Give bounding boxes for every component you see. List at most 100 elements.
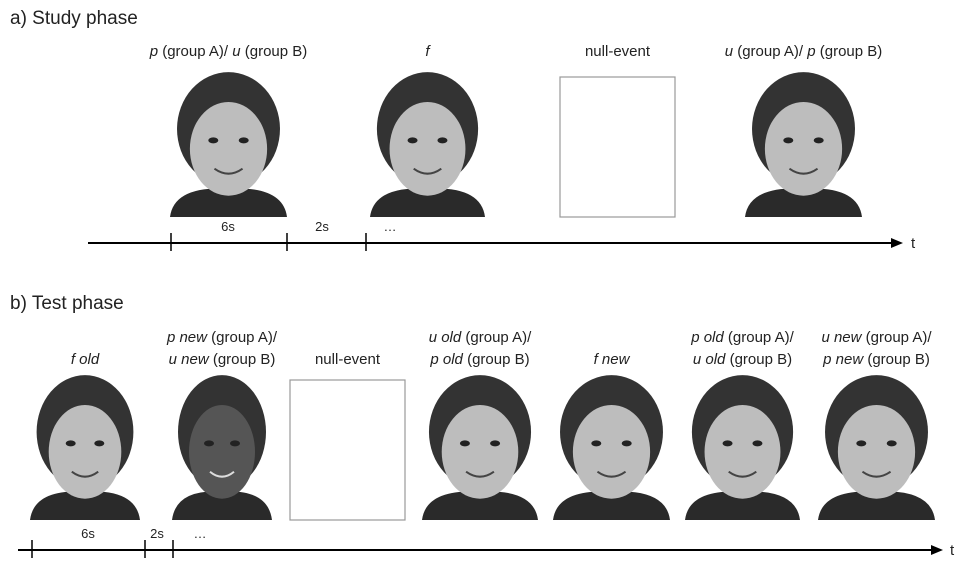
label-part: p	[149, 43, 158, 60]
face-photo	[170, 72, 287, 217]
eye	[65, 440, 76, 447]
skin	[389, 101, 466, 196]
label-part: (group A)/	[861, 329, 932, 346]
skin	[189, 101, 268, 196]
study-title: a) Study phase	[10, 8, 138, 29]
skin	[441, 404, 519, 499]
stimulus-label: f new	[594, 351, 631, 368]
mouth	[413, 167, 442, 175]
label-part: p old	[690, 329, 724, 346]
duration-label: …	[194, 526, 207, 541]
shoulders	[745, 188, 862, 217]
eye	[813, 137, 824, 144]
label-part: p	[806, 43, 815, 60]
label-part: u	[725, 43, 734, 60]
eye	[886, 440, 897, 447]
stimulus-label: p old (group A)/	[690, 329, 794, 346]
stimulus-label: u old (group A)/	[429, 329, 532, 346]
axis-label: t	[950, 542, 955, 559]
eye	[94, 440, 105, 447]
stimulus-label: u old (group B)	[693, 351, 792, 368]
label-part: f new	[594, 351, 631, 368]
shoulders	[172, 491, 272, 520]
shoulders	[370, 188, 485, 217]
label-part: p new	[822, 351, 864, 368]
label-part: f	[425, 43, 431, 60]
label-part: (group A)/	[207, 329, 278, 346]
duration-label: 2s	[315, 219, 329, 234]
eye	[238, 137, 249, 144]
stimulus-label: u (group A)/ p (group B)	[725, 43, 883, 60]
face-photo	[553, 375, 670, 520]
label-part: (group A)/	[733, 43, 807, 60]
duration-label: …	[384, 219, 397, 234]
stimulus-label: u new (group A)/	[821, 329, 932, 346]
null-event-box	[289, 379, 406, 521]
skin	[764, 101, 843, 196]
mouth	[209, 470, 235, 478]
face-photo	[422, 375, 538, 520]
skin	[704, 404, 781, 499]
face-photo	[30, 375, 140, 520]
stimulus-label: f old	[71, 351, 100, 368]
label-part: (group B)	[463, 351, 530, 368]
label-part: (group B)	[816, 43, 883, 60]
eye	[459, 440, 470, 447]
mouth	[861, 470, 892, 478]
label-part: u old	[693, 351, 726, 368]
eye	[230, 440, 240, 447]
label-part: p new	[166, 329, 208, 346]
eye	[490, 440, 501, 447]
eye	[437, 137, 448, 144]
timeline-arrow	[891, 238, 903, 248]
label-part: u new	[169, 351, 210, 368]
duration-label: 6s	[81, 526, 95, 541]
face-photo	[818, 375, 935, 520]
label-part: null-event	[585, 43, 651, 60]
label-part: (group A)/	[158, 43, 232, 60]
face-photo	[745, 72, 862, 217]
stimulus-label: p new (group B)	[822, 351, 930, 368]
face-photo	[172, 375, 272, 520]
mouth	[728, 470, 757, 478]
eye	[407, 137, 418, 144]
duration-label: 6s	[221, 219, 235, 234]
label-part: (group B)	[725, 351, 792, 368]
label-part: u new	[821, 329, 862, 346]
mouth	[788, 167, 819, 175]
label-part: (group B)	[209, 351, 276, 368]
label-part: (group A)/	[461, 329, 532, 346]
label-part: u old	[429, 329, 462, 346]
shoulders	[685, 491, 800, 520]
eye	[722, 440, 733, 447]
label-part: p old	[429, 351, 463, 368]
stimulus-label: null-event	[585, 43, 651, 60]
label-part: f old	[71, 351, 100, 368]
eye	[752, 440, 763, 447]
timeline-arrow	[931, 545, 943, 555]
face-photo	[370, 72, 485, 217]
mouth	[213, 167, 244, 175]
face-photo	[685, 375, 800, 520]
skin	[572, 404, 651, 499]
shoulders	[422, 491, 538, 520]
shoulders	[170, 188, 287, 217]
duration-label: 2s	[150, 526, 164, 541]
label-part: u	[232, 43, 241, 60]
stimulus-label: p new (group A)/	[166, 329, 278, 346]
skin	[189, 404, 255, 499]
eye	[591, 440, 602, 447]
skin	[48, 404, 122, 499]
stimulus-label: p old (group B)	[429, 351, 529, 368]
shoulders	[30, 491, 140, 520]
mouth	[71, 470, 99, 478]
shoulders	[818, 491, 935, 520]
null-event-box	[559, 76, 676, 218]
eye	[204, 440, 214, 447]
axis-label: t	[911, 235, 916, 252]
test-title: b) Test phase	[10, 293, 124, 314]
mouth	[596, 470, 627, 478]
stimulus-label: p (group A)/ u (group B)	[149, 43, 308, 60]
mouth	[465, 470, 495, 478]
